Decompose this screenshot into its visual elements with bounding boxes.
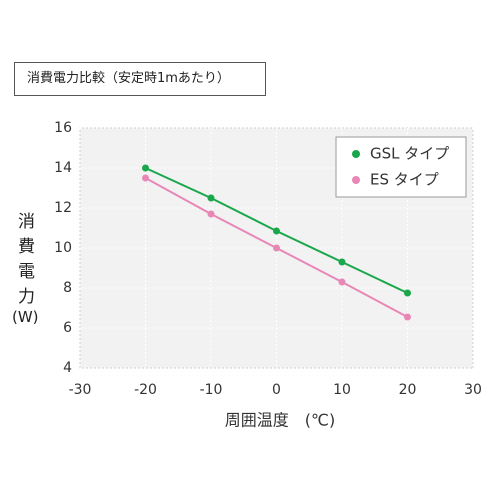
x-tick-label: -10: [200, 382, 223, 398]
x-tick-label: 0: [272, 382, 281, 398]
data-point: [273, 244, 280, 252]
legend-box: [335, 136, 467, 198]
y-tick-label: 8: [63, 280, 72, 296]
data-point: [142, 164, 149, 172]
plot-area: [79, 127, 474, 369]
x-tick-label: 20: [399, 382, 417, 398]
x-tick-label: -30: [69, 382, 92, 398]
data-point: [338, 258, 346, 266]
data-point: [207, 194, 215, 202]
legend-label: ES タイプ: [370, 171, 439, 189]
x-tick-label: 30: [464, 382, 482, 398]
y-tick-label: 16: [54, 120, 72, 136]
legend-label: GSL タイプ: [370, 145, 449, 163]
series-line: [145, 167, 408, 294]
legend-marker: [352, 150, 360, 158]
data-point: [338, 278, 346, 286]
series-line: [145, 177, 408, 318]
data-point: [142, 174, 149, 182]
x-tick-label: -20: [134, 382, 157, 398]
data-point: [404, 313, 411, 321]
x-tick-label: 10: [333, 382, 351, 398]
y-tick-label: 6: [63, 320, 72, 336]
data-point: [273, 227, 280, 235]
x-axis-label: 周囲温度 (℃): [225, 411, 335, 430]
y-tick-label: 14: [54, 160, 72, 176]
y-tick-label: 10: [54, 240, 72, 256]
y-tick-label: 12: [54, 200, 72, 216]
y-tick-label: 4: [63, 360, 72, 376]
y-axis-label: 消費電力: [18, 212, 35, 307]
title-box: 消費電力比較（安定時1mあたり）: [14, 62, 266, 96]
y-axis-unit: (W): [12, 308, 39, 326]
data-point: [207, 210, 215, 218]
data-point: [404, 289, 411, 297]
legend-marker: [352, 176, 360, 184]
